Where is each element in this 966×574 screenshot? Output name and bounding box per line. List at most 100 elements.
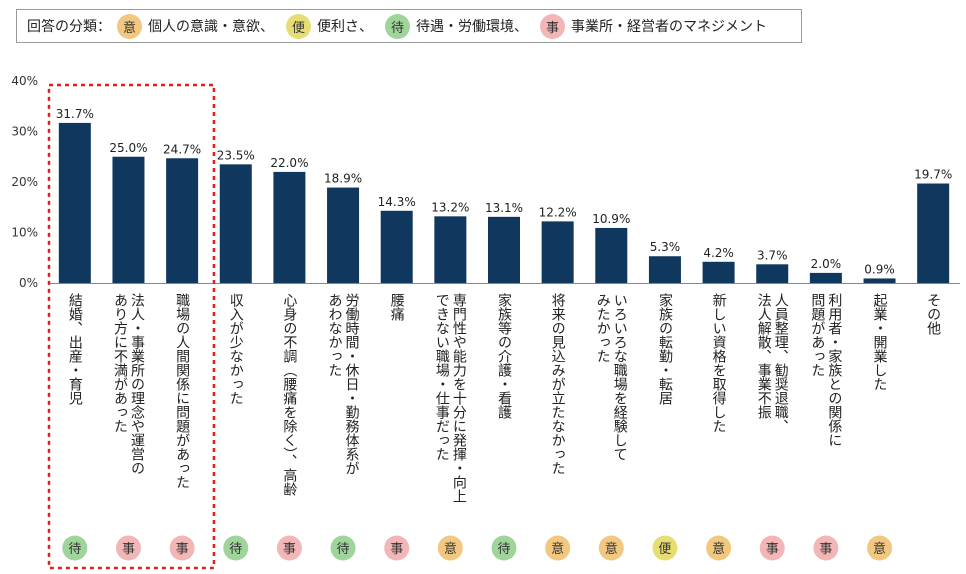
class-badge-label: 待 — [68, 542, 81, 557]
class-badge — [330, 535, 356, 561]
class-badge-label: 事 — [819, 542, 832, 557]
bar — [112, 156, 145, 283]
bar — [702, 261, 735, 283]
classification-legend: 回答の分類： 意 個人の意識・意欲、 便 便利さ、 待 待遇・労働環境、 事 事… — [16, 9, 802, 43]
bar — [219, 164, 252, 283]
class-badge-label: 便 — [658, 542, 671, 557]
value-label: 18.9% — [324, 172, 362, 186]
class-badge — [169, 535, 195, 561]
category-label: あわなかった — [327, 293, 343, 377]
class-badge — [437, 535, 463, 561]
legend-badge-benri: 便 — [286, 13, 311, 39]
category-label: 問題があった — [809, 293, 825, 377]
bar — [541, 221, 574, 283]
legend-badge-ishiki: 意 — [117, 13, 142, 39]
class-badge — [545, 535, 571, 561]
class-badge — [598, 535, 624, 561]
category-label: 結婚、出産・育児 — [67, 293, 83, 406]
class-badge-label: 意 — [873, 541, 886, 557]
class-badge — [813, 535, 839, 561]
class-badge-label: 事 — [122, 542, 135, 557]
value-label: 31.7% — [56, 107, 94, 121]
legend-item-jigyo: 事 事業所・経営者のマネジメント — [540, 13, 767, 39]
category-label: その他 — [925, 293, 941, 336]
legend-item-benri: 便 便利さ、 — [286, 13, 373, 39]
category-label: 家族の転勤・転居 — [657, 292, 673, 405]
y-tick-label: 10% — [11, 226, 38, 240]
value-label: 23.5% — [217, 148, 255, 162]
bar — [434, 216, 467, 283]
y-tick-label: 20% — [11, 175, 38, 189]
value-label: 3.7% — [757, 248, 788, 262]
value-label: 22.0% — [270, 156, 308, 170]
y-tick-label: 0% — [19, 276, 38, 290]
category-label: できない職場・仕事だった — [434, 293, 450, 461]
class-badge-label: 意 — [712, 541, 725, 557]
category-label: いろいろな職場を経験して — [612, 293, 628, 461]
category-label: 新しい資格を取得した — [711, 293, 727, 433]
category-label: 心身の不調（腰痛を除く）、高齢 — [281, 293, 297, 496]
bar — [166, 158, 199, 283]
legend-item-ishiki: 意 個人の意識・意欲、 — [117, 13, 274, 39]
class-badge-label: 待 — [229, 542, 242, 557]
category-label: 法人解散、事業不振 — [756, 293, 772, 420]
bar — [380, 210, 413, 283]
legend-badge-taigu: 待 — [385, 13, 410, 39]
value-label: 19.7% — [914, 168, 952, 182]
class-badge — [223, 535, 249, 561]
class-badge — [491, 535, 517, 561]
value-label: 14.3% — [378, 195, 416, 209]
bar — [273, 171, 306, 283]
category-label: 労働時間・休日・勤務体系が — [344, 293, 360, 475]
bar — [327, 187, 360, 283]
category-label: 職場の人間関係に問題があった — [174, 293, 190, 489]
bar — [488, 216, 520, 283]
legend-title: 回答の分類： — [27, 19, 111, 35]
class-badge — [652, 535, 678, 561]
category-label: 収入が少なかった — [228, 293, 244, 405]
legend-label-taigu: 待遇・労働環境、 — [416, 19, 528, 35]
legend-item-taigu: 待 待遇・労働環境、 — [385, 13, 528, 39]
category-label: 利用者・家族との関係に — [826, 293, 842, 447]
class-badge-label: 意 — [444, 541, 457, 557]
category-label: あり方に不満があった — [112, 293, 128, 433]
category-label: 将来の見込みが立たなかった — [550, 293, 566, 475]
category-label: 人員整理、勧奨退職、 — [773, 293, 789, 433]
bar — [595, 227, 628, 283]
value-label: 13.1% — [485, 201, 523, 215]
y-tick-label: 30% — [11, 125, 38, 139]
class-badge-label: 事 — [390, 542, 403, 557]
bar — [648, 256, 681, 283]
category-label: 起業・開業した — [872, 293, 888, 391]
class-badge — [115, 535, 141, 561]
bar — [917, 183, 950, 283]
category-label: 専門性や能力を十分に発揮・向上 — [451, 293, 467, 503]
legend-badge-jigyo: 事 — [540, 13, 565, 39]
legend-label-jigyo: 事業所・経営者のマネジメント — [571, 19, 767, 35]
bar — [863, 278, 896, 283]
value-label: 25.0% — [109, 141, 147, 155]
value-label: 2.0% — [811, 257, 842, 271]
class-badge — [867, 535, 893, 561]
y-tick-label: 40% — [11, 74, 38, 88]
class-badge-label: 事 — [283, 542, 296, 557]
class-badge-label: 事 — [766, 542, 779, 557]
value-label: 4.2% — [703, 246, 734, 260]
class-badge-label: 待 — [337, 542, 350, 557]
legend-label-benri: 便利さ、 — [317, 19, 373, 35]
value-label: 12.2% — [539, 205, 577, 219]
class-badge — [384, 535, 410, 561]
class-badge — [276, 535, 302, 561]
class-badge — [62, 535, 88, 561]
value-label: 24.7% — [163, 142, 201, 156]
highlight-box — [47, 83, 216, 570]
bar — [756, 264, 789, 283]
class-badge-label: 意 — [605, 541, 618, 557]
value-label: 5.3% — [650, 240, 681, 254]
legend-label-ishiki: 個人の意識・意欲、 — [148, 19, 274, 35]
value-label: 0.9% — [864, 262, 895, 276]
value-label: 10.9% — [592, 212, 630, 226]
class-badge — [706, 535, 732, 561]
class-badge-label: 意 — [551, 541, 564, 557]
